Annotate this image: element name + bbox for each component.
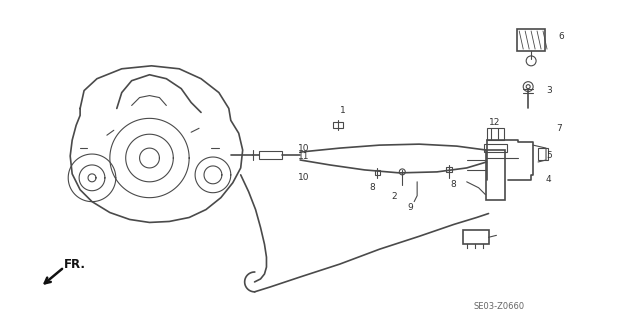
Text: 1: 1	[340, 106, 346, 115]
Text: SE03-Z0660: SE03-Z0660	[474, 302, 525, 311]
Bar	[259, 151, 282, 159]
Text: 6: 6	[558, 32, 564, 41]
Text: 11: 11	[298, 152, 310, 160]
Text: 5: 5	[546, 151, 552, 160]
Text: 8: 8	[369, 183, 375, 192]
Text: 7: 7	[556, 124, 562, 133]
Text: FR.: FR.	[64, 257, 86, 271]
Text: 10: 10	[298, 173, 310, 182]
Bar	[484, 144, 508, 152]
Text: 8: 8	[451, 180, 456, 189]
Text: 9: 9	[407, 203, 413, 212]
Bar	[446, 167, 452, 172]
Bar	[486, 150, 506, 200]
Text: 2: 2	[392, 192, 397, 201]
Bar	[517, 29, 545, 51]
Text: 12: 12	[488, 118, 500, 127]
Text: 3: 3	[546, 86, 552, 95]
Bar	[463, 230, 488, 244]
Bar	[538, 148, 548, 160]
Text: 4: 4	[546, 175, 552, 184]
Bar	[374, 170, 380, 175]
Bar	[333, 122, 343, 128]
Bar	[486, 128, 504, 140]
Text: 10: 10	[298, 144, 310, 152]
